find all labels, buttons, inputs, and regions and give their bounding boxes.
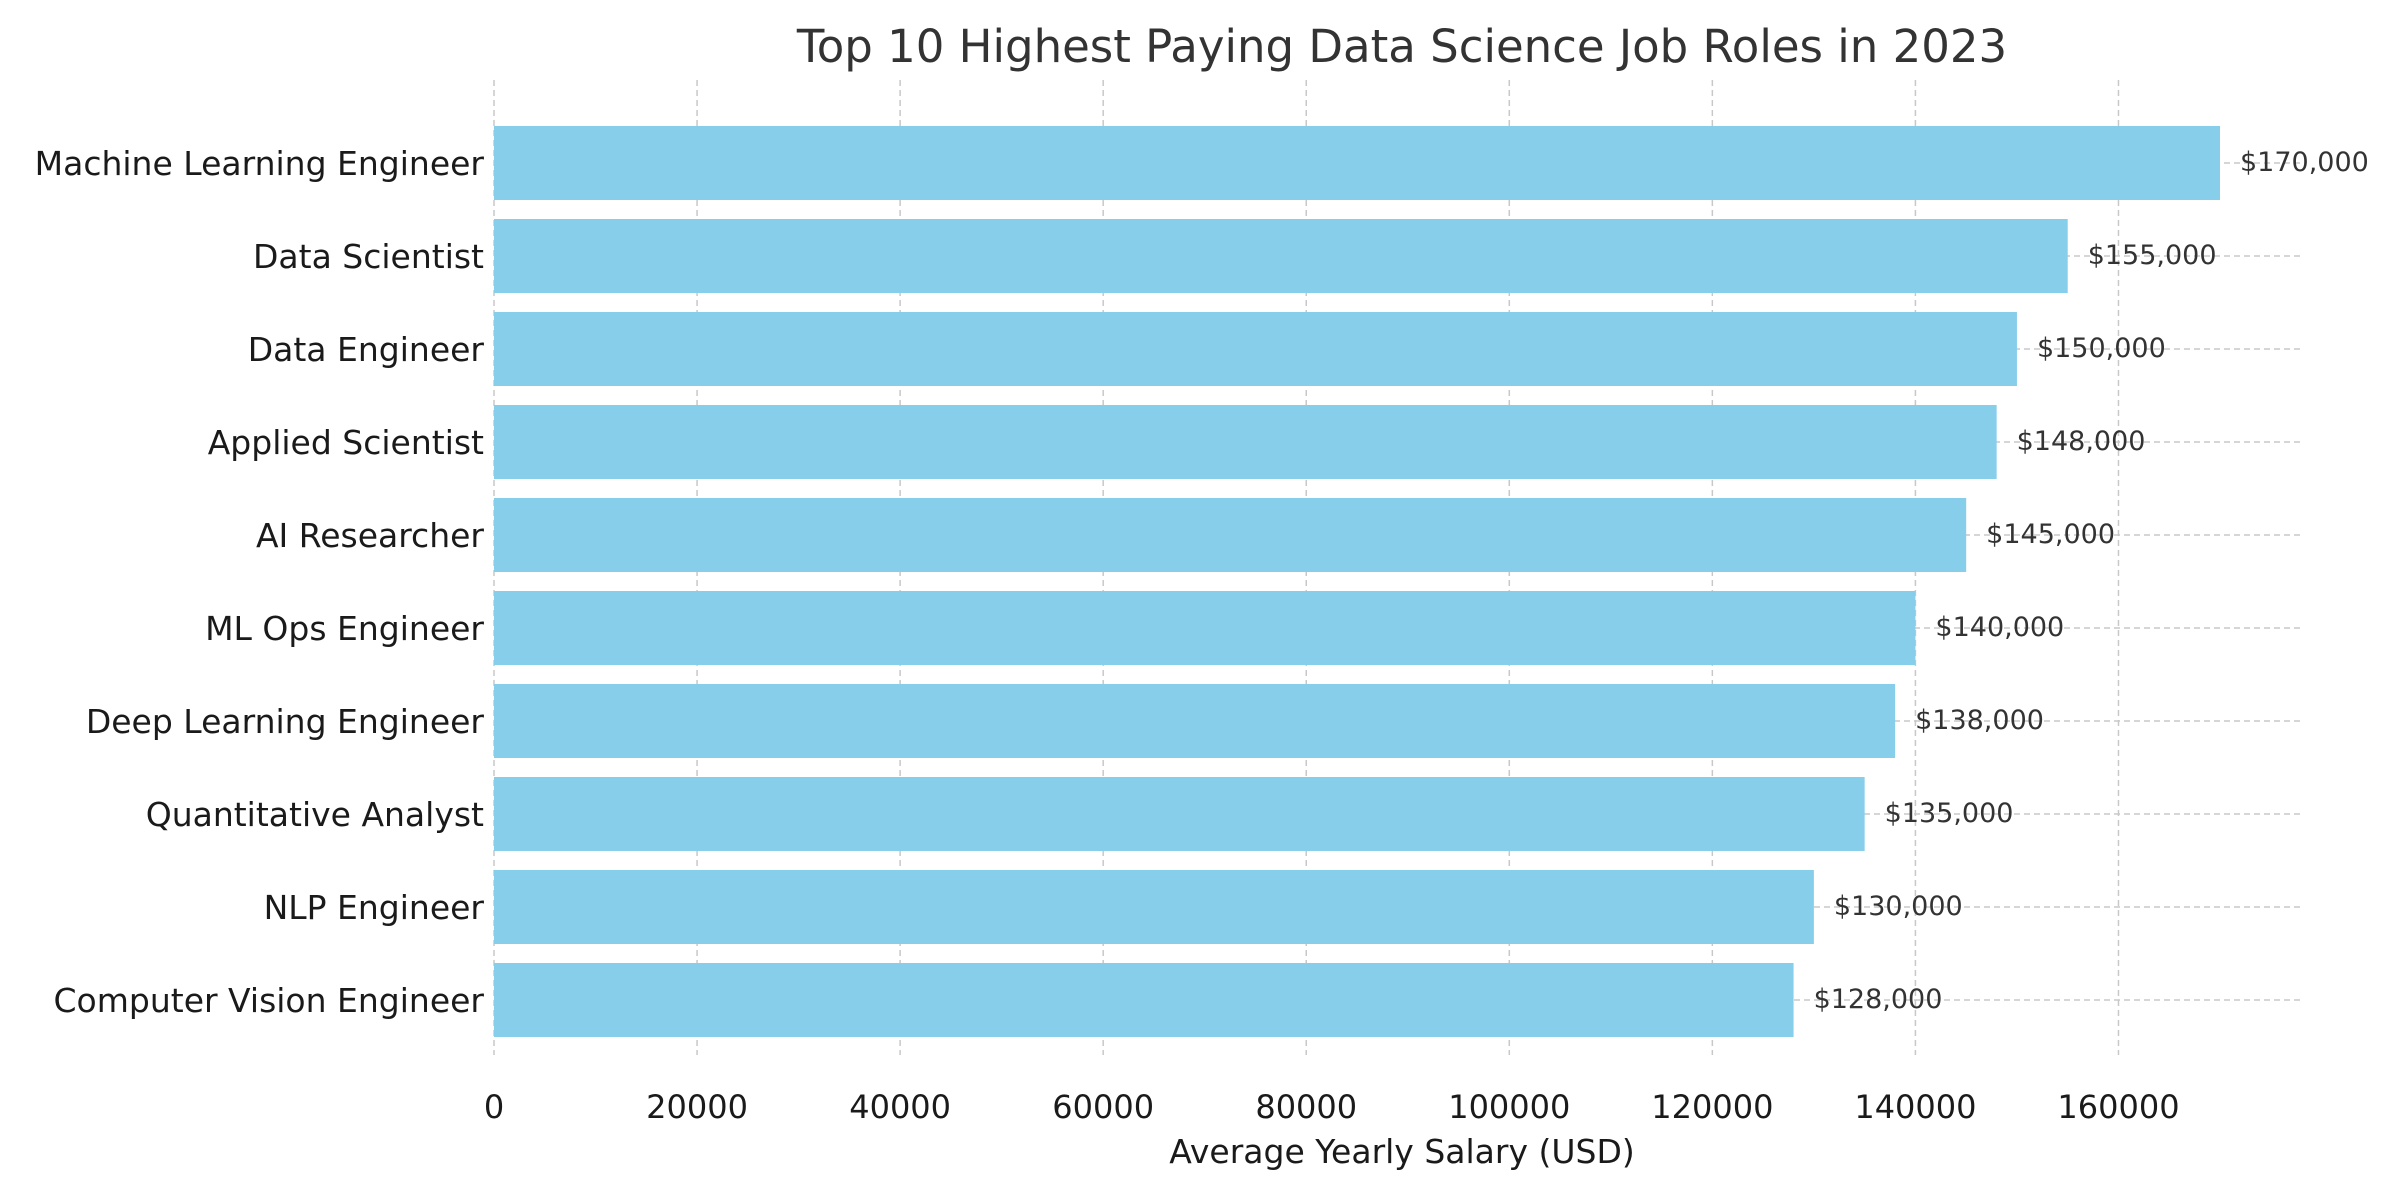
x-tick-label: 100000 [1448,1088,1570,1126]
value-labels: $170,000 $155,000 $150,000 $148,000 $145,000… [1814,147,2369,1015]
bar [494,963,1794,1037]
x-tick-label: 20000 [646,1088,748,1126]
data-label: $150,000 [2037,333,2166,364]
data-label: $170,000 [2240,147,2369,178]
bar [494,684,1896,758]
category-label: Data Engineer [248,330,485,369]
bar [494,591,1916,665]
bar [494,498,1967,572]
category-label: Computer Vision Engineer [54,981,485,1020]
x-tick-labels: 0 20000 40000 60000 80000 100000 120000 140000 1… [484,1088,2180,1126]
category-label: AI Researcher [256,516,484,555]
data-label: $135,000 [1885,798,2014,829]
chart-title: Top 10 Highest Paying Data Science Job R… [796,20,2007,73]
data-label: $130,000 [1834,891,1963,922]
bar [494,777,1865,851]
x-tick-label: 0 [484,1088,504,1126]
x-tick-label: 140000 [1854,1088,1976,1126]
category-labels: Machine Learning Engineer Data Scientist D… [35,144,485,1020]
data-label: $140,000 [1935,612,2064,643]
x-tick-label: 80000 [1255,1088,1357,1126]
bar [494,219,2068,293]
bar [494,870,1814,944]
category-label: Data Scientist [253,237,484,276]
bar [494,126,2220,200]
bar-layer [494,126,2220,1037]
category-label: Machine Learning Engineer [35,144,485,183]
category-label: Deep Learning Engineer [86,702,485,741]
bar [494,405,1997,479]
x-tick-label: 60000 [1052,1088,1154,1126]
category-label: Applied Scientist [208,423,484,462]
x-axis-label: Average Yearly Salary (USD) [1169,1132,1634,1171]
data-label: $128,000 [1814,984,1943,1015]
data-label: $138,000 [1915,705,2044,736]
x-tick-label: 40000 [849,1088,951,1126]
data-label: $155,000 [2088,240,2217,271]
x-tick-label: 120000 [1651,1088,1773,1126]
category-label: NLP Engineer [264,888,485,927]
category-label: Quantitative Analyst [146,795,484,834]
data-label: $145,000 [1986,519,2115,550]
data-label: $148,000 [2017,426,2146,457]
category-label: ML Ops Engineer [205,609,484,648]
x-tick-label: 160000 [2057,1088,2179,1126]
bar [494,312,2017,386]
